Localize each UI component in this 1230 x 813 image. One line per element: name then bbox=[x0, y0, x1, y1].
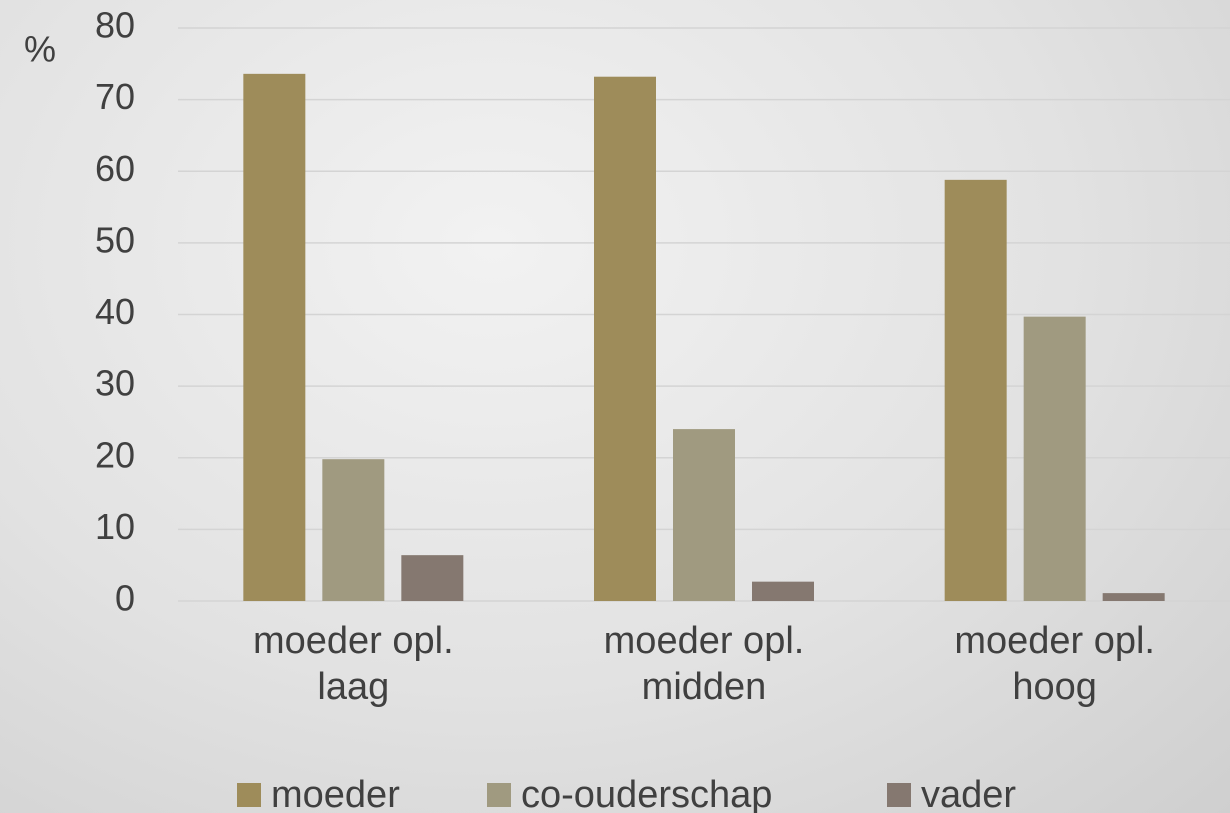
y-tick-label: 80 bbox=[95, 5, 135, 46]
bar bbox=[243, 73, 306, 602]
y-tick-label: 70 bbox=[95, 76, 135, 117]
legend-swatch bbox=[887, 783, 911, 807]
legend-label: vader bbox=[921, 774, 1016, 813]
legend-swatch bbox=[487, 783, 511, 807]
y-tick-label: 20 bbox=[95, 434, 135, 475]
bar bbox=[673, 429, 735, 601]
bar bbox=[752, 581, 814, 601]
bar bbox=[944, 179, 1007, 601]
y-tick-label: 30 bbox=[95, 363, 135, 404]
x-tick-label: moeder opl. midden bbox=[603, 620, 805, 708]
y-tick-label: 50 bbox=[95, 219, 135, 260]
legend-label: moeder bbox=[271, 774, 400, 813]
y-tick-label: 0 bbox=[115, 578, 135, 619]
bar bbox=[401, 555, 464, 601]
x-tick-label: moeder opl. hoog bbox=[954, 620, 1155, 708]
y-tick-label: 60 bbox=[95, 148, 135, 189]
x-tick-label: moeder opl. laag bbox=[252, 620, 454, 708]
bar bbox=[1023, 316, 1086, 601]
legend-label: co-ouderschap bbox=[521, 774, 772, 813]
y-tick-label: 40 bbox=[95, 291, 135, 332]
y-axis-label: % bbox=[24, 29, 56, 70]
legend-swatch bbox=[237, 783, 261, 807]
bar bbox=[322, 459, 385, 601]
y-tick-label: 10 bbox=[95, 506, 135, 547]
bar bbox=[594, 76, 656, 601]
bar bbox=[1102, 593, 1165, 601]
